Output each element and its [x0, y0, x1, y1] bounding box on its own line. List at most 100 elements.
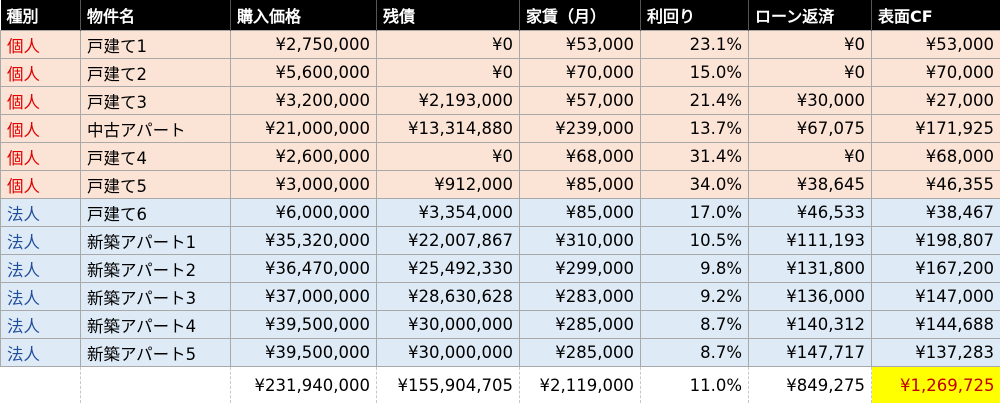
purchase-price-cell: ¥39,500,000 [230, 338, 377, 367]
monthly-rent-cell: ¥85,000 [519, 170, 641, 199]
yield-cell: 10.5% [640, 226, 749, 255]
yield-cell: 8.7% [640, 310, 749, 339]
remaining-debt-cell: ¥22,007,867 [376, 226, 520, 255]
type-cell: 法人 [0, 282, 81, 311]
loan-repayment-cell: ¥136,000 [748, 282, 872, 311]
remaining-debt-cell: ¥0 [376, 142, 520, 171]
type-cell: 個人 [0, 58, 81, 87]
surface-cf-cell: ¥167,200 [871, 254, 1000, 283]
monthly-rent-cell: ¥57,000 [519, 86, 641, 115]
surface-cf-cell: ¥38,467 [871, 198, 1000, 227]
remaining-debt-cell: ¥30,000,000 [376, 338, 520, 367]
surface-cf-cell: ¥53,000 [871, 30, 1000, 59]
surface-cf-cell: ¥144,688 [871, 310, 1000, 339]
property-name-cell: 戸建て2 [80, 58, 231, 87]
header-monthly-rent: 家賃（月） [519, 0, 641, 31]
monthly-rent-cell: ¥239,000 [519, 114, 641, 143]
monthly-rent-cell: ¥285,000 [519, 338, 641, 367]
property-name-cell: 戸建て4 [80, 142, 231, 171]
remaining-debt-cell: ¥3,354,000 [376, 198, 520, 227]
property-name-cell: 新築アパート2 [80, 254, 231, 283]
total-empty-cell [0, 366, 81, 403]
table-row: 個人 戸建て2 ¥5,600,000 ¥0 ¥70,000 15.0% ¥0 ¥70,000 [0, 58, 1000, 87]
monthly-rent-cell: ¥310,000 [519, 226, 641, 255]
yield-cell: 21.4% [640, 86, 749, 115]
surface-cf-cell: ¥70,000 [871, 58, 1000, 87]
purchase-price-cell: ¥36,470,000 [230, 254, 377, 283]
type-cell: 法人 [0, 198, 81, 227]
loan-repayment-cell: ¥30,000 [748, 86, 872, 115]
header-remaining-debt: 残債 [376, 0, 520, 31]
purchase-price-cell: ¥39,500,000 [230, 310, 377, 339]
table-row: 法人 戸建て6 ¥6,000,000 ¥3,354,000 ¥85,000 17.0% ¥4… [0, 198, 1000, 227]
property-name-cell: 中古アパート [80, 114, 231, 143]
yield-cell: 9.8% [640, 254, 749, 283]
remaining-debt-cell: ¥28,630,628 [376, 282, 520, 311]
monthly-rent-cell: ¥70,000 [519, 58, 641, 87]
loan-repayment-cell: ¥0 [748, 58, 872, 87]
table-row: 法人 新築アパート3 ¥37,000,000 ¥28,630,628 ¥283,000 9… [0, 282, 1000, 311]
table-row: 法人 新築アパート4 ¥39,500,000 ¥30,000,000 ¥285,000 8… [0, 310, 1000, 339]
property-name-cell: 戸建て1 [80, 30, 231, 59]
yield-cell: 13.7% [640, 114, 749, 143]
purchase-price-cell: ¥21,000,000 [230, 114, 377, 143]
type-cell: 法人 [0, 254, 81, 283]
property-table: 種別 物件名 購入価格 残債 家賃（月） 利回り ローン返済 表面CF 個人 戸建… [0, 0, 1000, 403]
surface-cf-cell: ¥137,283 [871, 338, 1000, 367]
header-row: 種別 物件名 購入価格 残債 家賃（月） 利回り ローン返済 表面CF [0, 0, 1000, 31]
table-row: 法人 新築アパート5 ¥39,500,000 ¥30,000,000 ¥285,000 8… [0, 338, 1000, 367]
type-cell: 法人 [0, 338, 81, 367]
monthly-rent-cell: ¥299,000 [519, 254, 641, 283]
purchase-price-cell: ¥5,600,000 [230, 58, 377, 87]
monthly-rent-cell: ¥285,000 [519, 310, 641, 339]
loan-repayment-cell: ¥140,312 [748, 310, 872, 339]
property-name-cell: 新築アパート1 [80, 226, 231, 255]
type-cell: 個人 [0, 30, 81, 59]
loan-repayment-cell: ¥67,075 [748, 114, 872, 143]
totals-row: ¥231,940,000 ¥155,904,705 ¥2,119,000 11.… [0, 366, 1000, 403]
remaining-debt-cell: ¥25,492,330 [376, 254, 520, 283]
loan-repayment-cell: ¥38,645 [748, 170, 872, 199]
yield-cell: 15.0% [640, 58, 749, 87]
loan-repayment-cell: ¥0 [748, 142, 872, 171]
header-surface-cf: 表面CF [871, 0, 1000, 31]
type-cell: 法人 [0, 226, 81, 255]
monthly-rent-cell: ¥68,000 [519, 142, 641, 171]
property-name-cell: 戸建て5 [80, 170, 231, 199]
yield-cell: 34.0% [640, 170, 749, 199]
type-cell: 個人 [0, 142, 81, 171]
loan-repayment-cell: ¥111,193 [748, 226, 872, 255]
purchase-price-cell: ¥2,750,000 [230, 30, 377, 59]
remaining-debt-cell: ¥0 [376, 30, 520, 59]
table-row: 個人 戸建て3 ¥3,200,000 ¥2,193,000 ¥57,000 21.4% ¥3… [0, 86, 1000, 115]
loan-repayment-cell: ¥147,717 [748, 338, 872, 367]
header-property-name: 物件名 [80, 0, 231, 31]
header-yield: 利回り [640, 0, 749, 31]
yield-cell: 9.2% [640, 282, 749, 311]
total-purchase-price: ¥231,940,000 [230, 366, 377, 403]
surface-cf-cell: ¥68,000 [871, 142, 1000, 171]
purchase-price-cell: ¥6,000,000 [230, 198, 377, 227]
table-row: 法人 新築アパート1 ¥35,320,000 ¥22,007,867 ¥310,000 1… [0, 226, 1000, 255]
total-loan-repayment: ¥849,275 [748, 366, 872, 403]
total-surface-cf: ¥1,269,725 [871, 366, 1000, 403]
table-row: 個人 戸建て5 ¥3,000,000 ¥912,000 ¥85,000 34.0% ¥38,… [0, 170, 1000, 199]
property-name-cell: 戸建て3 [80, 86, 231, 115]
table-row: 個人 中古アパート ¥21,000,000 ¥13,314,880 ¥239,000 13… [0, 114, 1000, 143]
monthly-rent-cell: ¥85,000 [519, 198, 641, 227]
remaining-debt-cell: ¥13,314,880 [376, 114, 520, 143]
monthly-rent-cell: ¥53,000 [519, 30, 641, 59]
yield-cell: 17.0% [640, 198, 749, 227]
purchase-price-cell: ¥2,600,000 [230, 142, 377, 171]
surface-cf-cell: ¥27,000 [871, 86, 1000, 115]
loan-repayment-cell: ¥131,800 [748, 254, 872, 283]
type-cell: 個人 [0, 170, 81, 199]
loan-repayment-cell: ¥46,533 [748, 198, 872, 227]
type-cell: 法人 [0, 310, 81, 339]
remaining-debt-cell: ¥2,193,000 [376, 86, 520, 115]
type-cell: 個人 [0, 114, 81, 143]
remaining-debt-cell: ¥0 [376, 58, 520, 87]
monthly-rent-cell: ¥283,000 [519, 282, 641, 311]
yield-cell: 23.1% [640, 30, 749, 59]
property-name-cell: 戸建て6 [80, 198, 231, 227]
